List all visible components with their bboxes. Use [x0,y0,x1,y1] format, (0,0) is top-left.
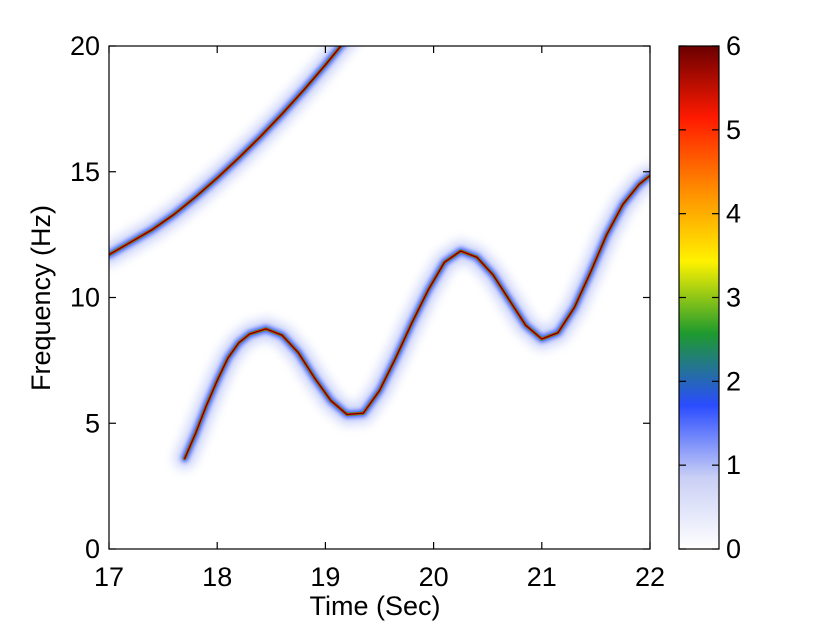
series-2-ridge-dark-core [184,174,650,460]
x-tick-label: 19 [310,562,340,592]
x-axis: 17 18 19 20 21 22 [94,46,665,592]
x-tick-label: 21 [527,562,557,592]
y-axis: 0 5 10 15 20 [70,31,650,564]
y-axis-label: Frequency (Hz) [26,205,56,391]
series-1-ridge-dark-core [109,46,342,256]
plot-area [109,46,650,549]
colorbar-axis: 0 1 2 3 4 5 6 [679,31,741,564]
x-tick-label: 18 [202,562,232,592]
y-tick-label: 0 [85,534,100,564]
x-tick-label: 22 [635,562,665,592]
y-tick-label: 15 [70,157,100,187]
colorbar-tick-label: 0 [726,534,741,564]
colorbar-tick-label: 4 [726,199,741,229]
x-tick-label: 17 [94,562,124,592]
y-tick-label: 10 [70,283,100,313]
x-axis-label: Time (Sec) [309,591,440,621]
colorbar-tick-label: 2 [726,366,741,396]
x-tick-label: 20 [419,562,449,592]
y-tick-label: 5 [85,408,100,438]
colorbar-tick-label: 5 [726,115,741,145]
y-tick-label: 20 [70,31,100,61]
colorbar-tick-label: 6 [726,31,741,61]
colorbar-tick-label: 1 [726,450,741,480]
colorbar-tick-label: 3 [726,283,741,313]
ridge-layer [109,46,650,470]
